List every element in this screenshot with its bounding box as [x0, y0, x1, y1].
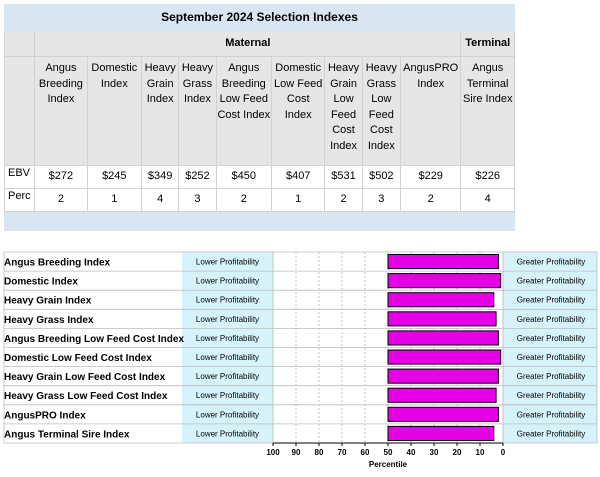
- x-tick-label: 10: [476, 448, 485, 457]
- index-header: Angus Breeding Low Feed Cost Index: [215, 56, 273, 166]
- trait-label: Heavy Grass Low Feed Cost Index: [4, 391, 168, 402]
- index-header: Angus Terminal Sire Index: [460, 56, 515, 166]
- table-row: Perc 2 1 4 3 2 1 2 3 2 4: [3, 188, 515, 212]
- lower-profitability-label: Lower Profitability: [196, 391, 259, 400]
- greater-profitability-label: Greater Profitability: [517, 334, 585, 343]
- percentile-bar: [387, 387, 497, 403]
- x-axis-title: Percentile: [369, 460, 408, 469]
- trait-label: Heavy Grass Index: [4, 315, 94, 326]
- lower-profitability-label: Lower Profitability: [196, 277, 259, 286]
- index-header: Domestic Low Feed Cost Index: [270, 56, 326, 166]
- greater-profitability-label: Greater Profitability: [517, 258, 585, 267]
- table-footer: [4, 211, 515, 231]
- index-header: Domestic Index: [86, 56, 143, 166]
- table-cell: 1: [86, 188, 143, 212]
- greater-profitability-label: Greater Profitability: [517, 391, 585, 400]
- row-label: Perc: [3, 188, 36, 212]
- greater-profitability-label: Greater Profitability: [517, 315, 585, 324]
- x-tick-label: 80: [315, 448, 324, 457]
- table-cell: $226: [460, 165, 515, 189]
- group-label: Maternal: [34, 31, 462, 57]
- percentile-bar: [387, 425, 495, 441]
- table-cell: 3: [361, 188, 401, 212]
- index-header-row: Angus Breeding Index Domestic Index Heavy …: [3, 56, 515, 166]
- percentile-bar: [387, 292, 495, 308]
- lower-profitability-label: Lower Profitability: [196, 258, 259, 267]
- table-cell: $272: [34, 165, 88, 189]
- greater-profitability-label: Greater Profitability: [517, 429, 585, 438]
- greater-profitability-label: Greater Profitability: [517, 353, 585, 362]
- percentile-bar: [387, 273, 502, 289]
- table-cell: 2: [215, 188, 273, 212]
- greater-profitability-label: Greater Profitability: [517, 296, 585, 305]
- percentile-bar: [387, 311, 497, 327]
- x-tick-label: 50: [384, 448, 393, 457]
- lower-profitability-label: Lower Profitability: [196, 315, 259, 324]
- trait-label: AngusPRO Index: [4, 410, 86, 421]
- x-tick-label: 70: [338, 448, 347, 457]
- x-tick-label: 0: [501, 448, 506, 457]
- index-header: Heavy Grain Low Feed Cost Index: [324, 56, 363, 166]
- percentile-bar: [387, 330, 499, 346]
- trait-label: Domestic Index: [4, 277, 78, 288]
- lower-profitability-label: Lower Profitability: [196, 296, 259, 305]
- index-header: AngusPRO Index: [399, 56, 462, 166]
- trait-label: Angus Terminal Sire Index: [4, 429, 130, 440]
- table-cell: 2: [34, 188, 88, 212]
- table-cell: 3: [178, 188, 217, 212]
- lower-profitability-label: Lower Profitability: [196, 353, 259, 362]
- table-cell: $252: [178, 165, 217, 189]
- lower-profitability-label: Lower Profitability: [196, 334, 259, 343]
- table-cell: $450: [215, 165, 273, 189]
- percentile-bar: [387, 254, 499, 270]
- table-cell: $502: [361, 165, 401, 189]
- trait-label: Heavy Grain Index: [4, 296, 92, 307]
- index-header: Heavy Grass Index: [178, 56, 217, 166]
- trait-label: Angus Breeding Index: [4, 258, 111, 269]
- table-cell: $349: [141, 165, 180, 189]
- trait-label: Angus Breeding Low Feed Cost Index: [4, 334, 184, 345]
- table-cell: 1: [270, 188, 326, 212]
- lower-profitability-label: Lower Profitability: [196, 429, 259, 438]
- table-row: EBV $272 $245 $349 $252 $450 $407 $531 $502 $229 $…: [3, 165, 515, 189]
- x-tick-label: 90: [292, 448, 301, 457]
- table-cell: $229: [399, 165, 462, 189]
- table-title: September 2024 Selection Indexes: [4, 4, 515, 32]
- table-cell: 4: [460, 188, 515, 212]
- percentile-bar: [387, 368, 499, 384]
- percentile-bar: [387, 406, 499, 422]
- greater-profitability-label: Greater Profitability: [517, 410, 585, 419]
- table-cell: 2: [399, 188, 462, 212]
- index-header: Angus Breeding Index: [34, 56, 88, 166]
- greater-profitability-label: Greater Profitability: [517, 277, 585, 286]
- table-cell: $245: [86, 165, 143, 189]
- percentile-bar: [387, 349, 502, 365]
- selection-index-table: September 2024 Selection Indexes Materna…: [3, 4, 515, 231]
- x-tick-label: 30: [430, 448, 439, 457]
- lower-profitability-label: Lower Profitability: [196, 372, 259, 381]
- table-cell: 4: [141, 188, 180, 212]
- group-header-row: Maternal Terminal: [3, 31, 515, 57]
- x-tick-label: 20: [453, 448, 462, 457]
- trait-label: Domestic Low Feed Cost Index: [4, 353, 152, 364]
- lower-profitability-label: Lower Profitability: [196, 410, 259, 419]
- x-tick-label: 100: [266, 448, 280, 457]
- trait-label: Heavy Grain Low Feed Cost Index: [4, 372, 166, 383]
- x-tick-label: 60: [361, 448, 370, 457]
- greater-profitability-label: Greater Profitability: [517, 372, 585, 381]
- group-label: Terminal: [460, 31, 515, 57]
- x-tick-label: 40: [407, 448, 416, 457]
- table-cell: $531: [324, 165, 363, 189]
